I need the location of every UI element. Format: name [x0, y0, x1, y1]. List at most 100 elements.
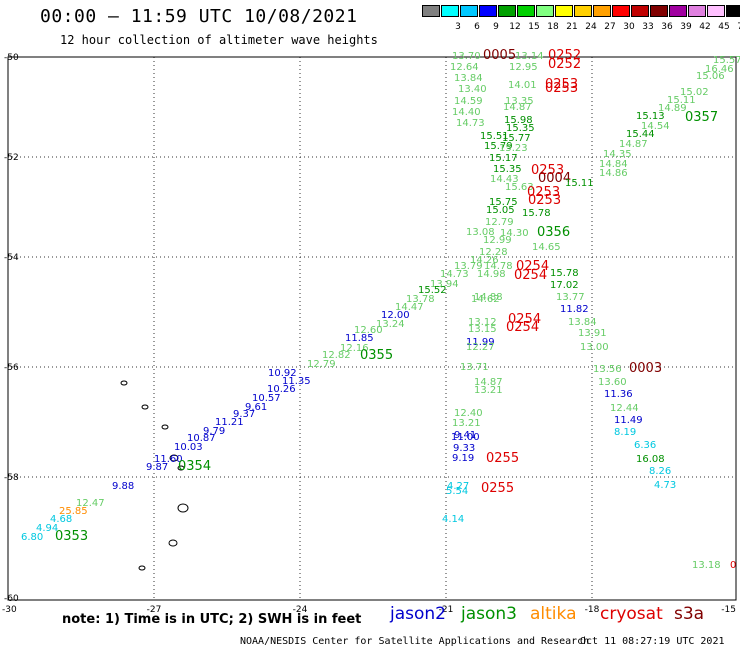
wave-height-label: 12.47 — [76, 498, 105, 509]
wave-height-label: 14.98 — [477, 269, 506, 280]
wave-height-label: 8.19 — [614, 427, 636, 438]
generated-timestamp: Oct 11 08:27:19 UTC 2021 — [580, 636, 725, 647]
island-outline — [177, 503, 189, 513]
wave-height-label: 12.79 — [307, 359, 336, 370]
wave-height-label: 14.73 — [456, 118, 485, 129]
island-outline — [141, 404, 149, 410]
pass-label: 0253 — [545, 77, 578, 92]
wave-height-label: 15.11 — [667, 95, 696, 106]
colorbar-swatch — [650, 5, 668, 17]
pass-label: 0255 — [486, 451, 519, 466]
pass-label: 0252 — [548, 48, 581, 63]
lat-tick-label: -54 — [4, 253, 19, 263]
wave-height-label: 13.77 — [556, 292, 585, 303]
wave-height-label: 14.87 — [503, 102, 532, 113]
colorbar-swatch — [441, 5, 459, 17]
wave-height-label: 11.21 — [215, 417, 244, 428]
island-outline — [168, 539, 178, 547]
lat-tick-label: -56 — [4, 363, 19, 373]
pass-label: 0357 — [685, 110, 718, 125]
wave-height-label: 13.40 — [458, 84, 487, 95]
wave-height-label: 14.26 — [470, 255, 499, 266]
wave-height-label: 15.06 — [696, 71, 725, 82]
lat-tick-label: -60 — [4, 594, 19, 604]
wave-height-label: 9.87 — [146, 462, 168, 473]
pass-label: 0253 — [528, 193, 561, 208]
wave-height-label: 13.71 — [460, 362, 489, 373]
colorbar-swatch — [536, 5, 554, 17]
colorbar-label: 36 — [661, 22, 673, 32]
wave-height-label: 11.99 — [466, 337, 495, 348]
wave-height-label: 13.91 — [578, 328, 607, 339]
wave-height-label: 11.60 — [154, 454, 183, 465]
lat-tick-label: -52 — [4, 153, 19, 163]
wave-height-label: 11.49 — [614, 415, 643, 426]
colorbar-swatch — [479, 5, 497, 17]
wave-height-label: 13.14 — [515, 51, 544, 62]
wave-height-label: 13.08 — [466, 227, 495, 238]
wave-height-label: 9.19 — [452, 453, 474, 464]
colorbar-label: 21 — [566, 22, 578, 32]
wave-height-label: 4.94 — [36, 523, 58, 534]
colorbar-swatch — [574, 5, 592, 17]
colorbar-swatch — [422, 5, 440, 17]
wave-height-label: 12.82 — [322, 350, 351, 361]
wave-height-label: 14.30 — [500, 228, 529, 239]
wave-height-label: 10.87 — [187, 433, 216, 444]
colorbar-label: 12 — [509, 22, 521, 32]
wave-height-label: 15.23 — [499, 143, 528, 154]
wave-height-label: 15.79 — [484, 141, 513, 152]
wave-height-label: 16.46 — [705, 64, 734, 75]
wave-height-label: 9.79 — [203, 426, 225, 437]
colorbar-label: 45 — [718, 22, 730, 32]
wave-height-label: 14.78 — [484, 261, 513, 272]
colorbar-swatch — [555, 5, 573, 17]
wave-height-label: 13.24 — [376, 319, 405, 330]
wave-height-label: 12.99 — [483, 235, 512, 246]
lon-tick-label: -21 — [439, 605, 454, 615]
legend-cryosat: cryosat — [600, 604, 663, 624]
wave-height-label: 4.68 — [50, 514, 72, 525]
colorbar-label: 9 — [493, 22, 499, 32]
colorbar-label: 15 — [528, 22, 540, 32]
lon-tick-label: -24 — [293, 605, 308, 615]
wave-height-label: 15.02 — [680, 87, 709, 98]
wave-height-label: 15.98 — [504, 115, 533, 126]
colorbar-label: 70 — [734, 22, 740, 32]
wave-height-label: 12.16 — [340, 343, 369, 354]
wave-height-label: 9.61 — [245, 402, 267, 413]
wave-height-label: 9.33 — [453, 443, 475, 454]
colorbar-swatch — [517, 5, 535, 17]
wave-height-label: 13.15 — [468, 324, 497, 335]
wave-height-label: 5.54 — [446, 486, 468, 497]
wave-height-label: 15.77 — [502, 133, 531, 144]
wave-height-label: 16.08 — [636, 454, 665, 465]
wave-height-label: 13.84 — [568, 317, 597, 328]
pass-label: 0253 — [527, 185, 560, 200]
wave-height-label: 15.17 — [489, 153, 518, 164]
pass-label: 0254 — [506, 320, 539, 335]
wave-height-label: 15.57 — [713, 55, 740, 66]
wave-height-label: 11.00 — [451, 432, 480, 443]
wave-height-label: 14.40 — [452, 107, 481, 118]
wave-height-label: 15.35 — [493, 164, 522, 175]
colorbar-label: 42 — [699, 22, 711, 32]
wave-height-label: 14.86 — [599, 168, 628, 179]
wave-height-label: 4.73 — [654, 480, 676, 491]
wave-height-label: 14.59 — [454, 96, 483, 107]
colorbar-label: 24 — [585, 22, 597, 32]
wave-height-label: 14.87 — [474, 377, 503, 388]
wave-height-label: 11.36 — [604, 389, 633, 400]
wave-height-label: 12.60 — [354, 325, 383, 336]
pass-label: 0253 — [531, 163, 564, 178]
axis-ticks: -30 -27 -24 -21 -18 -15 -50 -52 -54 -56 -58 -60 — [2, 53, 736, 615]
wave-height-label: 13.35 — [505, 96, 534, 107]
wave-height-label: 15.78 — [522, 208, 551, 219]
wave-height-label: 11.85 — [345, 333, 374, 344]
pass-label: 0003 — [629, 361, 662, 376]
wave-height-label: 15.35 — [506, 123, 535, 134]
colorbar-label: 3 — [455, 22, 461, 32]
lon-tick-label: -30 — [2, 605, 17, 615]
wave-height-label: 12.44 — [610, 403, 639, 414]
